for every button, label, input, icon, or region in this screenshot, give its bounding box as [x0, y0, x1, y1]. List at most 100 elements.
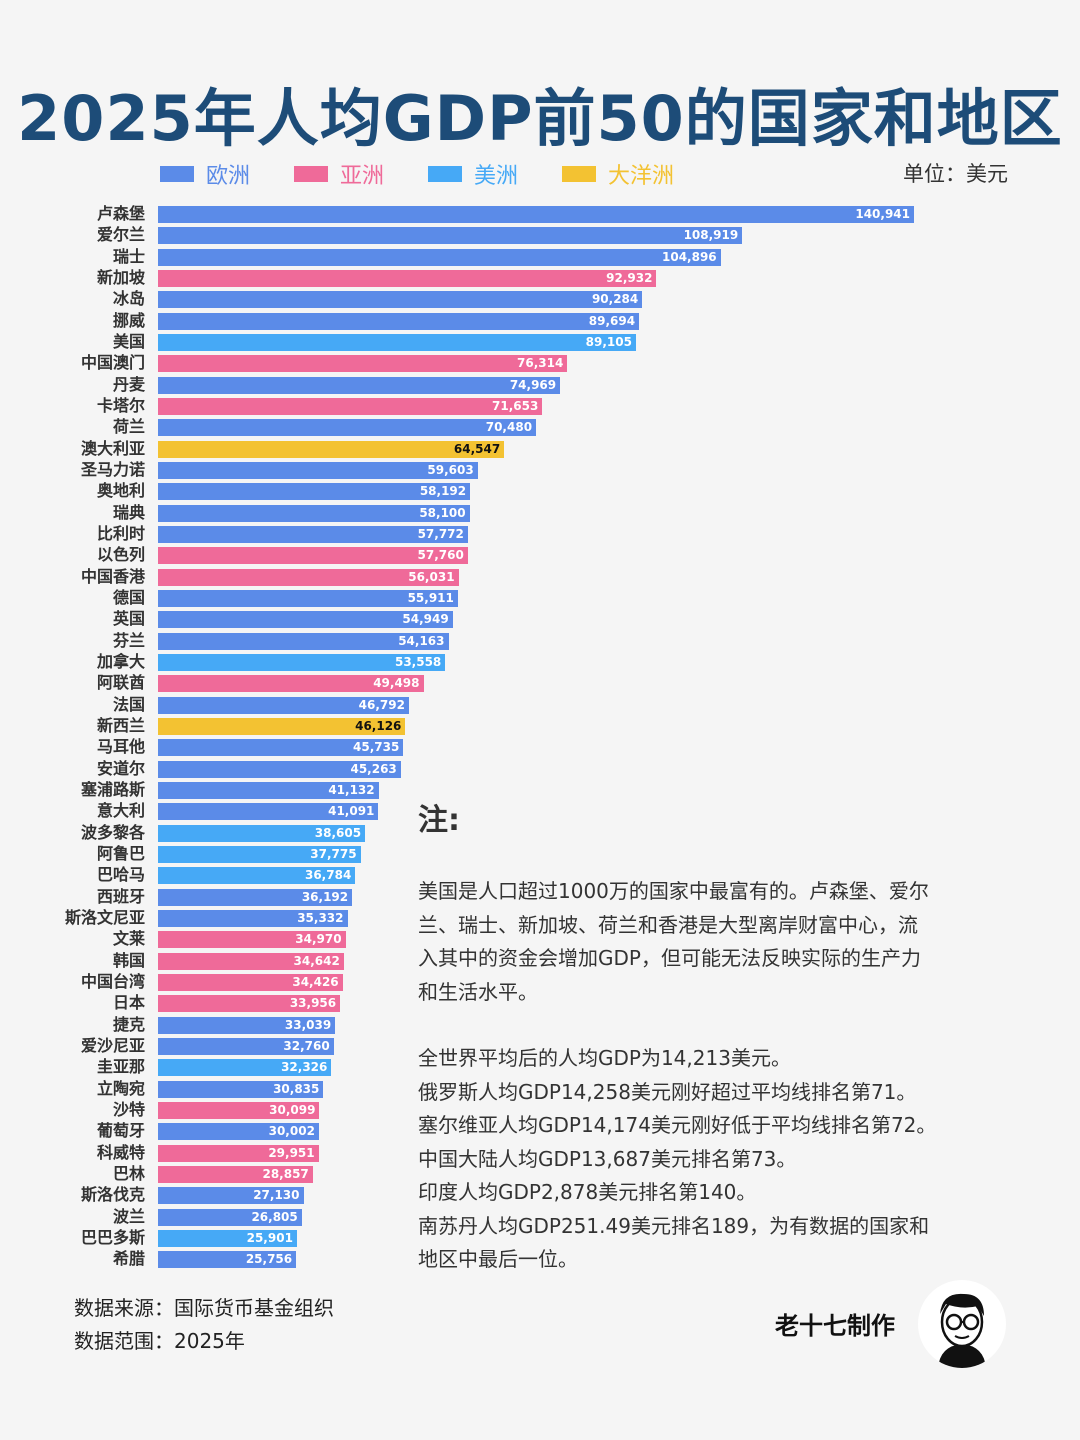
note-line: 南苏丹人均GDP251.49美元排名189，为有数据的国家和	[418, 1213, 930, 1238]
category-label: 马耳他	[96, 737, 145, 757]
note-line: 印度人均GDP2,878美元排名第140。	[418, 1180, 757, 1204]
chart-title: 2025年人均GDP前50的国家和地区	[17, 82, 1063, 155]
category-label: 斯洛伐克	[80, 1185, 145, 1205]
bar: 34,426	[158, 973, 343, 991]
legend-swatch	[428, 166, 463, 182]
legend-swatch	[294, 166, 329, 182]
data-label: 46,126	[355, 718, 402, 733]
bar: 90,284	[158, 291, 643, 309]
category-label: 希腊	[112, 1249, 145, 1269]
category-label: 韩国	[112, 950, 145, 970]
avatar-illustration-icon	[938, 1293, 986, 1368]
bar: 27,130	[158, 1187, 304, 1205]
bar: 57,772	[158, 525, 468, 543]
data-label: 32,326	[281, 1060, 328, 1075]
category-label: 科威特	[96, 1142, 145, 1162]
data-label: 71,653	[492, 398, 539, 413]
data-label: 58,100	[419, 505, 466, 520]
data-label: 34,426	[292, 974, 339, 989]
bar: 34,642	[158, 952, 344, 970]
category-label: 新加坡	[96, 267, 145, 287]
category-label: 新西兰	[96, 715, 145, 735]
bar: 53,558	[158, 653, 446, 671]
data-label: 70,480	[485, 420, 533, 435]
bar: 33,039	[158, 1016, 336, 1034]
notes-heading: 注:	[418, 803, 460, 838]
bar: 140,941	[158, 206, 914, 223]
bar: 25,756	[158, 1251, 297, 1269]
data-label: 36,192	[301, 889, 349, 904]
data-label: 41,091	[328, 804, 375, 819]
bar: 35,332	[158, 909, 348, 927]
data-label: 35,332	[297, 910, 344, 925]
category-label: 美国	[112, 331, 145, 351]
note-line: 地区中最后一位。	[418, 1247, 578, 1271]
category-label: 捷克	[112, 1014, 145, 1034]
bar: 59,603	[158, 461, 478, 479]
category-label: 爱沙尼亚	[80, 1035, 145, 1055]
bar: 25,901	[158, 1229, 297, 1247]
category-label: 加拿大	[96, 651, 145, 671]
data-label: 28,857	[262, 1166, 309, 1181]
data-label: 104,896	[662, 249, 717, 264]
note-line: 兰、瑞士、新加坡、荷兰和香港是大型离岸财富中心，流	[418, 912, 918, 937]
category-label: 沙特	[112, 1099, 145, 1119]
note-line: 全世界平均后的人均GDP为14,213美元。	[418, 1046, 791, 1070]
data-label: 89,105	[585, 334, 632, 349]
bar: 45,735	[158, 739, 404, 757]
data-label: 108,919	[683, 228, 739, 243]
bar: 33,956	[158, 995, 341, 1013]
category-label: 德国	[112, 587, 145, 607]
bar: 45,263	[158, 760, 401, 778]
category-label: 阿鲁巴	[96, 843, 145, 863]
note-line: 和生活水平。	[418, 979, 538, 1004]
legend: 欧洲 亚洲 美洲 大洋洲	[160, 158, 718, 190]
category-label: 瑞典	[112, 502, 145, 522]
bar: 46,792	[158, 696, 409, 714]
unit-label: 单位：美元	[903, 162, 1008, 186]
bar: 46,126	[158, 717, 406, 735]
legend-swatch	[562, 166, 597, 182]
legend-label: 亚洲	[340, 164, 385, 189]
category-label: 冰岛	[112, 289, 145, 309]
data-label: 90,284	[591, 292, 639, 307]
category-label: 卡塔尔	[96, 395, 145, 415]
bar: 29,951	[158, 1144, 319, 1162]
category-label: 中国香港	[80, 566, 145, 586]
data-label: 30,835	[273, 1081, 320, 1096]
data-label: 34,642	[293, 953, 340, 968]
category-label: 中国台湾	[80, 971, 145, 991]
data-source: 数据来源：国际货币基金组织	[74, 1296, 334, 1320]
bar: 76,314	[158, 355, 568, 373]
legend-item: 亚洲	[294, 158, 384, 190]
bar: 57,760	[158, 547, 468, 565]
note-line: 美国是人口超过1000万的国家中最富有的。卢森堡、爱尔	[418, 879, 929, 903]
category-label: 卢森堡	[96, 204, 145, 223]
data-label: 89,694	[588, 313, 636, 328]
data-label: 26,805	[251, 1209, 298, 1224]
data-label: 34,970	[295, 932, 342, 947]
data-label: 29,951	[268, 1145, 315, 1160]
data-label: 64,547	[453, 441, 501, 456]
legend-swatch	[160, 166, 194, 182]
notes-panel: 注: 美国是人口超过1000万的国家中最富有的。卢森堡、爱尔 兰、瑞士、新加坡、…	[418, 795, 1028, 1277]
bar: 36,192	[158, 888, 353, 906]
data-label: 41,132	[328, 782, 375, 797]
author-credit: 老十七制作	[775, 1312, 895, 1340]
category-label: 圣马力诺	[80, 459, 145, 479]
data-label: 33,956	[289, 996, 337, 1011]
category-label: 塞浦路斯	[80, 779, 145, 799]
bar: 34,970	[158, 931, 346, 949]
category-label: 日本	[112, 993, 145, 1013]
category-label: 葡萄牙	[96, 1121, 145, 1141]
legend-label: 美洲	[474, 164, 519, 189]
bar: 58,192	[158, 483, 471, 501]
bar: 36,784	[158, 867, 356, 885]
category-label: 巴哈马	[96, 865, 145, 885]
data-label: 32,760	[283, 1038, 330, 1053]
data-label: 30,002	[268, 1124, 315, 1139]
bar: 30,835	[158, 1080, 324, 1098]
bar: 41,091	[158, 803, 379, 821]
category-label: 立陶宛	[96, 1078, 145, 1098]
data-label: 57,772	[417, 526, 464, 541]
